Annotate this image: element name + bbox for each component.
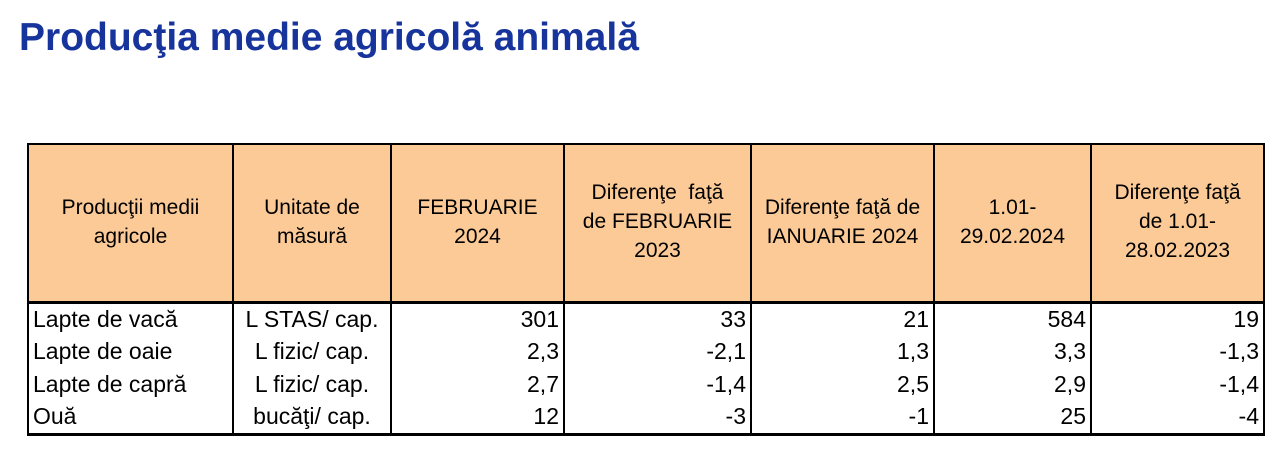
value-cell: 19	[1090, 302, 1265, 335]
header-row: Producţii medii agricole Unitate de măsu…	[27, 143, 1265, 304]
value-cell: 301	[390, 302, 565, 335]
table-row: Lapte de oaie L fizic/ cap. 2,3 -2,1 1,3…	[27, 335, 1265, 368]
product-name-cell: Ouă	[27, 401, 234, 434]
value-cell: -1,4	[1090, 368, 1265, 401]
product-name-cell: Lapte de vacă	[27, 302, 234, 335]
value-cell: 21	[750, 302, 935, 335]
value-cell: 2,7	[390, 368, 565, 401]
table-row: Lapte de capră L fizic/ cap. 2,7 -1,4 2,…	[27, 368, 1265, 401]
value-cell: -3	[563, 401, 752, 434]
product-name-cell: Lapte de oaie	[27, 335, 234, 368]
value-cell: -1,4	[563, 368, 752, 401]
value-cell: 12	[390, 401, 565, 434]
header-product: Producţii medii agricole	[27, 143, 234, 304]
value-cell: 25	[933, 401, 1092, 434]
value-cell: 33	[563, 302, 752, 335]
unit-cell: bucăţi/ cap.	[232, 401, 392, 434]
table-row: Ouă bucăţi/ cap. 12 -3 -1 25 -4	[27, 401, 1265, 434]
unit-cell: L STAS/ cap.	[232, 302, 392, 335]
page-title: Producţia medie agricolă animală	[19, 16, 639, 59]
value-cell: -1	[750, 401, 935, 434]
product-name-cell: Lapte de capră	[27, 368, 234, 401]
header-period-2024: 1.01- 29.02.2024	[933, 143, 1092, 304]
production-table: Producţii medii agricole Unitate de măsu…	[27, 143, 1265, 436]
value-cell: -1,3	[1090, 335, 1265, 368]
value-cell: 2,3	[390, 335, 565, 368]
table-row: Lapte de vacă L STAS/ cap. 301 33 21 584…	[27, 302, 1265, 335]
value-cell: 2,5	[750, 368, 935, 401]
value-cell: 3,3	[933, 335, 1092, 368]
header-diff-period-2023: Diferenţe faţă de 1.01- 28.02.2023	[1090, 143, 1265, 304]
value-cell: 584	[933, 302, 1092, 335]
value-cell: -4	[1090, 401, 1265, 434]
header-diff-feb-2023: Diferenţe faţă de FEBRUARIE 2023	[563, 143, 752, 304]
header-feb-2024: FEBRUARIE 2024	[390, 143, 565, 304]
header-unit: Unitate de măsură	[232, 143, 392, 304]
value-cell: 1,3	[750, 335, 935, 368]
unit-cell: L fizic/ cap.	[232, 335, 392, 368]
value-cell: -2,1	[563, 335, 752, 368]
header-diff-ian-2024: Diferenţe faţă de IANUARIE 2024	[750, 143, 935, 304]
unit-cell: L fizic/ cap.	[232, 368, 392, 401]
value-cell: 2,9	[933, 368, 1092, 401]
